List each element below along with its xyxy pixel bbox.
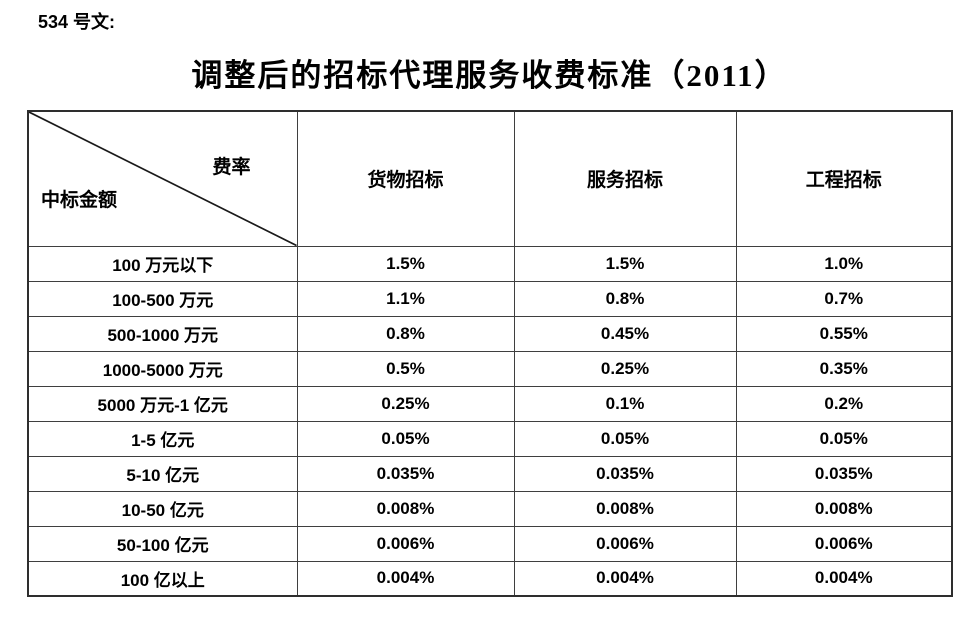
fee-value-cell: 1.1% (296, 280, 515, 317)
fee-table-body: 100 万元以下 1.5% 1.5% 1.0% 100-500 万元 1.1% 0.8% 0.… (27, 245, 953, 597)
table-row: 100 万元以下 1.5% 1.5% 1.0% (27, 245, 953, 282)
fee-value-cell: 0.5% (296, 350, 515, 387)
fee-value-cell: 0.45% (513, 315, 737, 352)
fee-value-cell: 1.5% (513, 245, 737, 282)
fee-value-cell: 0.004% (296, 560, 515, 597)
fee-value-cell: 0.05% (735, 420, 953, 457)
diagonal-divider-line (29, 112, 297, 246)
fee-value-cell: 0.008% (296, 490, 515, 527)
row-label-amount-range: 50-100 亿元 (27, 525, 298, 562)
fee-value-cell: 0.006% (513, 525, 737, 562)
fee-value-cell: 0.004% (513, 560, 737, 597)
fee-value-cell: 0.008% (513, 490, 737, 527)
fee-value-cell: 0.8% (296, 315, 515, 352)
column-header-works-tender: 工程招标 (735, 110, 953, 247)
fee-value-cell: 0.55% (735, 315, 953, 352)
corner-label-amount: 中标金额 (41, 190, 118, 211)
table-row: 5000 万元-1 亿元 0.25% 0.1% 0.2% (27, 385, 953, 422)
fee-value-cell: 1.0% (735, 245, 953, 282)
fee-value-cell: 0.1% (513, 385, 737, 422)
row-label-amount-range: 100 亿以上 (27, 560, 298, 597)
fee-value-cell: 0.25% (513, 350, 737, 387)
table-row: 100-500 万元 1.1% 0.8% 0.7% (27, 280, 953, 317)
fee-value-cell: 0.05% (296, 420, 515, 457)
fee-value-cell: 0.7% (735, 280, 953, 317)
fee-value-cell: 1.5% (296, 245, 515, 282)
fee-value-cell: 0.25% (296, 385, 515, 422)
row-label-amount-range: 10-50 亿元 (27, 490, 298, 527)
fee-value-cell: 0.035% (513, 455, 737, 492)
fee-value-cell: 0.006% (735, 525, 953, 562)
row-label-amount-range: 100-500 万元 (27, 280, 298, 317)
table-row: 100 亿以上 0.004% 0.004% 0.004% (27, 560, 953, 597)
fee-table: 费率 中标金额 货物招标 服务招标 工程招标 100 万元以下 1.5% 1.5% 1… (27, 110, 953, 597)
column-header-service-tender: 服务招标 (513, 110, 737, 247)
table-row: 1-5 亿元 0.05% 0.05% 0.05% (27, 420, 953, 457)
table-corner-cell: 费率 中标金额 (27, 110, 298, 247)
row-label-amount-range: 1000-5000 万元 (27, 350, 298, 387)
fee-value-cell: 0.006% (296, 525, 515, 562)
row-label-amount-range: 500-1000 万元 (27, 315, 298, 352)
row-label-amount-range: 100 万元以下 (27, 245, 298, 282)
fee-value-cell: 0.35% (735, 350, 953, 387)
row-label-amount-range: 5000 万元-1 亿元 (27, 385, 298, 422)
row-label-amount-range: 1-5 亿元 (27, 420, 298, 457)
table-row: 500-1000 万元 0.8% 0.45% 0.55% (27, 315, 953, 352)
table-row: 5-10 亿元 0.035% 0.035% 0.035% (27, 455, 953, 492)
doc-number-label: 534 号文: (38, 12, 116, 32)
table-row: 50-100 亿元 0.006% 0.006% 0.006% (27, 525, 953, 562)
fee-value-cell: 0.8% (513, 280, 737, 317)
header-row: 费率 中标金额 货物招标 服务招标 工程招标 (27, 110, 953, 247)
fee-value-cell: 0.008% (735, 490, 953, 527)
table-row: 1000-5000 万元 0.5% 0.25% 0.35% (27, 350, 953, 387)
fee-value-cell: 0.2% (735, 385, 953, 422)
fee-value-cell: 0.035% (296, 455, 515, 492)
fee-value-cell: 0.035% (735, 455, 953, 492)
row-label-amount-range: 5-10 亿元 (27, 455, 298, 492)
table-row: 10-50 亿元 0.008% 0.008% 0.008% (27, 490, 953, 527)
fee-value-cell: 0.05% (513, 420, 737, 457)
page-title: 调整后的招标代理服务收费标准（2011） (191, 58, 788, 93)
fee-value-cell: 0.004% (735, 560, 953, 597)
corner-label-rate: 费率 (212, 157, 251, 178)
column-header-goods-tender: 货物招标 (296, 110, 515, 247)
